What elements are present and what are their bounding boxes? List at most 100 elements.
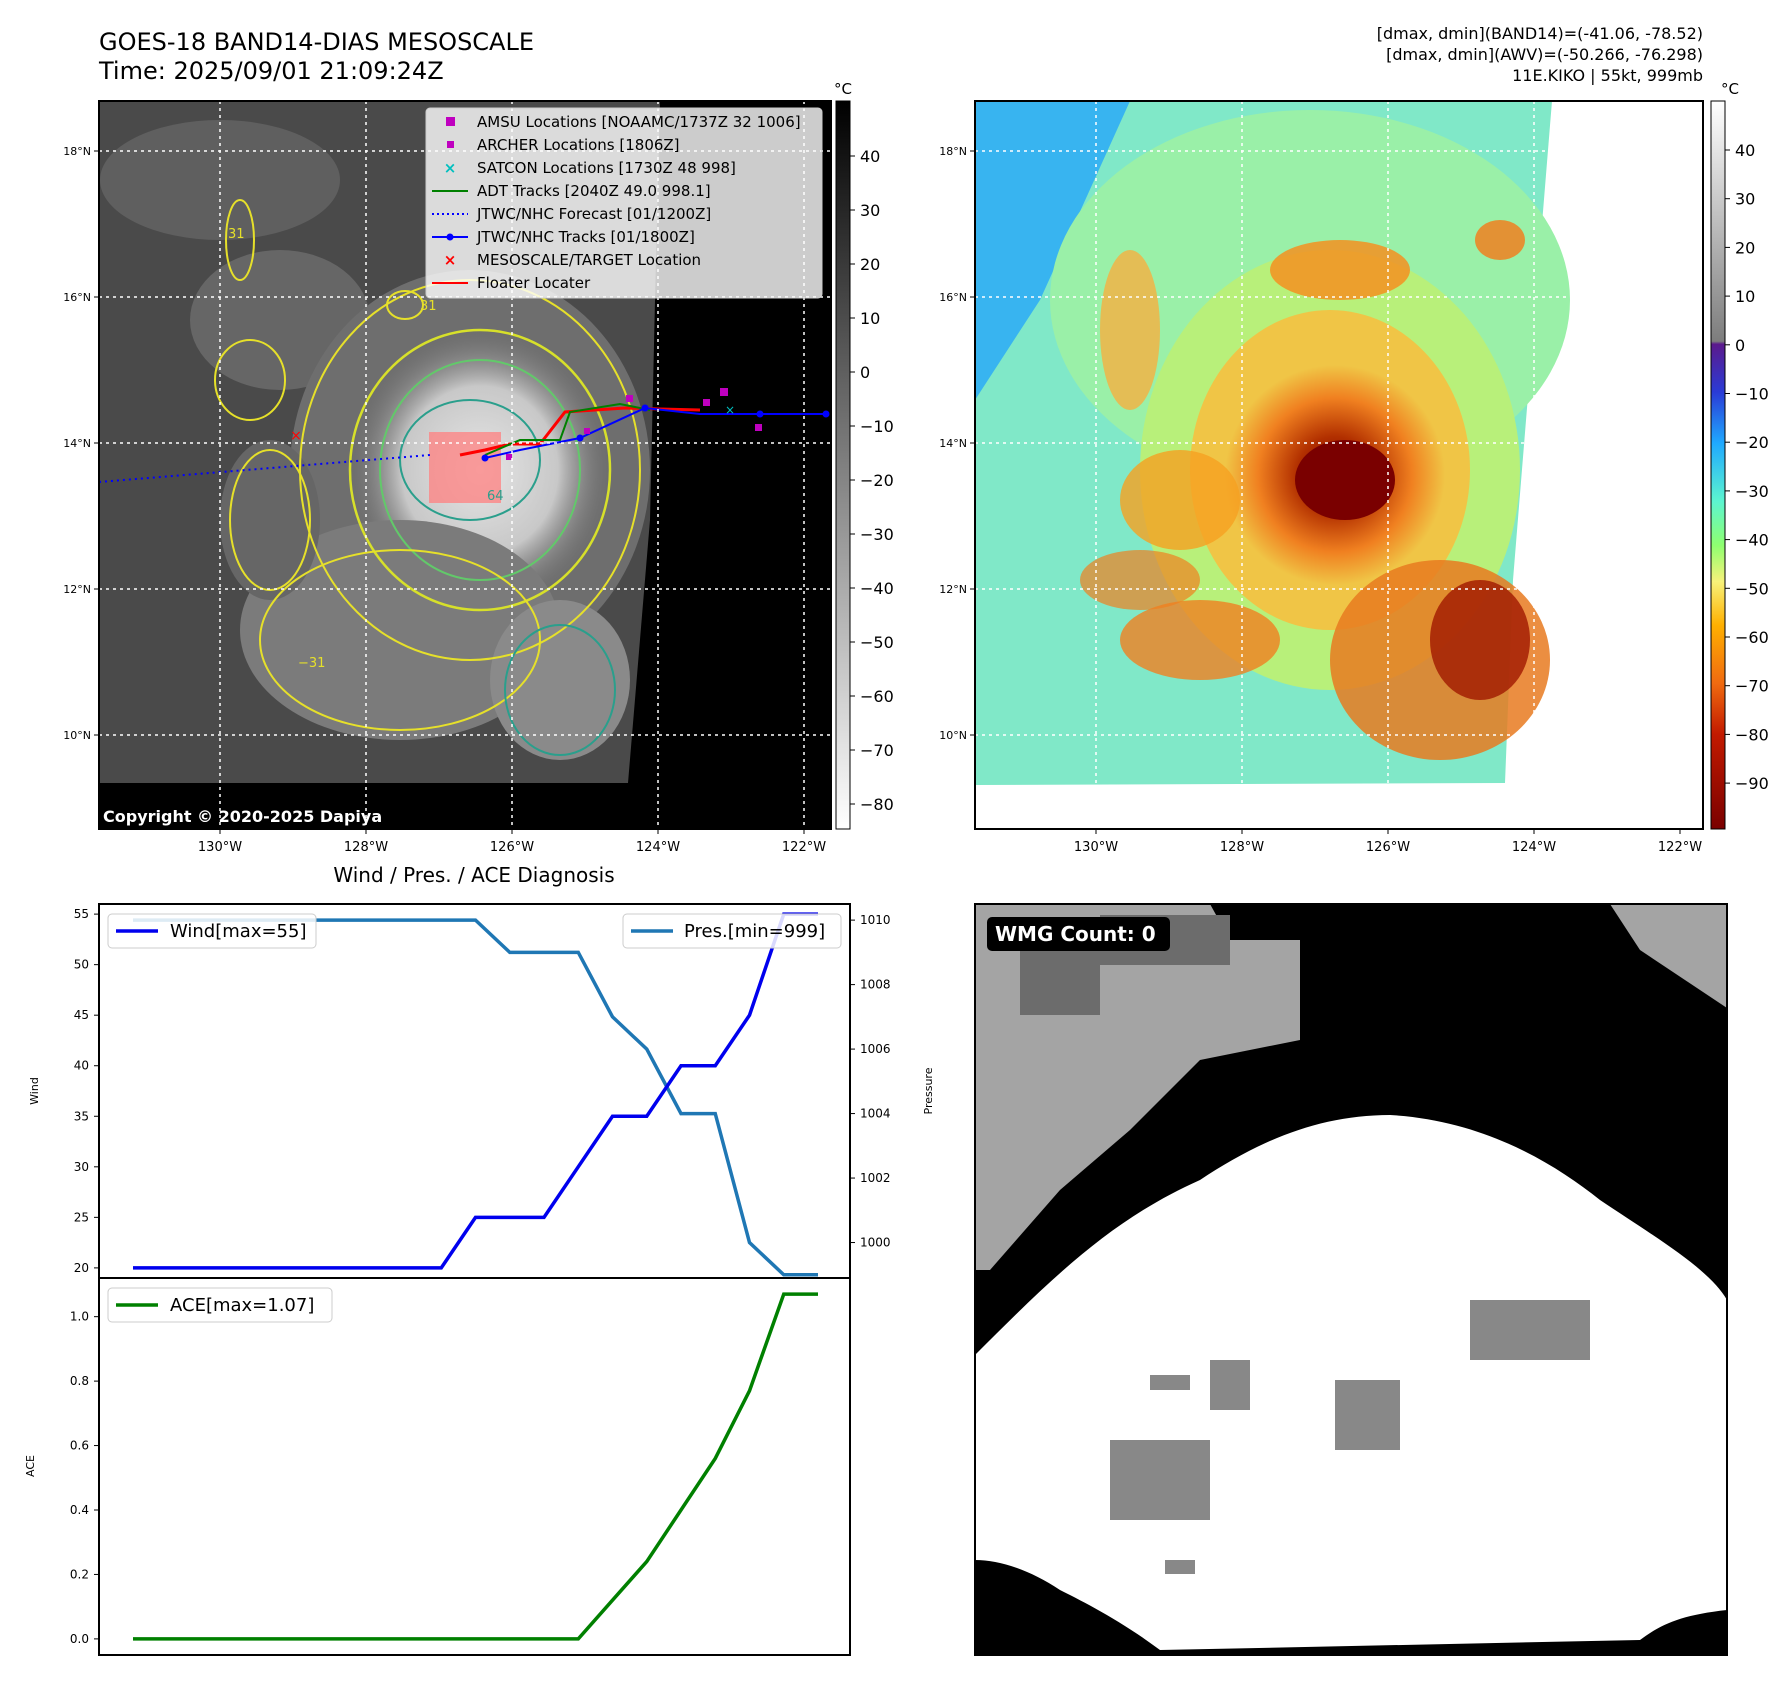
contour-label: −31 [298,656,325,671]
lon-tick-label: 130°W [198,840,242,855]
lat-tick-label: 12°N [63,583,91,596]
wind-y-tick-label: 20 [74,1261,89,1275]
ir-colorbar-tick-label: 30 [860,201,880,220]
info-line3: 11E.KIKO | 55kt, 999mb [1512,66,1703,85]
awv-colorbar-tick-label: 20 [1735,238,1755,257]
pressure-y-tick-label: 1006 [860,1042,891,1056]
svg-text:×: × [725,403,735,417]
wind-y-tick-label: 45 [74,1008,89,1022]
lon-tick-label: 128°W [344,840,388,855]
ir-colorbar-tick-label: −50 [860,633,894,652]
ir-colorbar-tick-label: 0 [860,363,870,382]
awv-colorbar-tick-label: 30 [1735,190,1755,209]
lon-tick-label: 124°W [1512,840,1556,855]
diagnosis-chart-title: Wind / Pres. / ACE Diagnosis [333,863,614,887]
legend-label: AMSU Locations [NOAAMC/1737Z 32 1006] [477,113,801,131]
ir-colorbar-tick-label: −10 [860,417,894,436]
ir-colorbar-tick-label: 10 [860,309,880,328]
wind-axis-label: Wind [28,1077,41,1105]
awv-colorbar: °C 40 30 20 10 0 −10 −20 −30 −40 −50 −60 −70 −80 −90 [1710,80,1769,830]
legend-label: Floater Locater [477,274,591,292]
ace-y-tick-label: 0.4 [70,1503,89,1517]
awv-colorbar-tick-label: 40 [1735,141,1755,160]
ir-colorbar-tick-label: −60 [860,687,894,706]
lat-tick-label: 16°N [939,291,967,304]
lon-tick-label: 122°W [1658,840,1702,855]
pressure-y-tick-label: 1008 [860,978,891,992]
awv-colorbar-tick-label: −80 [1735,725,1769,744]
lon-tick-label: 128°W [1220,840,1264,855]
contour-label: 64 [487,489,504,504]
pressure-y-tick-label: 1010 [860,913,891,927]
ace-y-tick-label: 0.6 [70,1439,89,1453]
awv-colorbar-tick-label: 10 [1735,287,1755,306]
ir-colorbar-tick-label: 20 [860,255,880,274]
awv-panel [974,100,1704,830]
legend-marker: × [444,159,457,177]
contour-label: 31 [228,227,245,242]
pressure-axis-label: Pressure [922,1067,935,1114]
wind-legend-box [107,913,317,949]
contour-label: 31 [420,299,437,314]
lat-tick-label: 10°N [939,729,967,742]
ace-series-line [133,1292,818,1641]
ir-colorbar-tick-label: 40 [860,147,880,166]
lat-tick-label: 12°N [939,583,967,596]
lat-tick-label: 18°N [939,145,967,158]
legend-marker: × [444,251,457,269]
awv-colorbar-tick-label: −60 [1735,628,1769,647]
legend-marker-dot [446,233,454,241]
legend-label: ADT Tracks [2040Z 49.0 998.1] [477,182,711,200]
lat-tick-label: 16°N [63,291,91,304]
wind-legend-label: Wind[max=55] [170,921,307,942]
ir-colorbar-tick-label: −80 [860,795,894,814]
wmg-count-badge: WMG Count: 0 [995,922,1156,946]
ace-y-tick-label: 0.2 [70,1567,89,1581]
lon-tick-label: 126°W [490,840,534,855]
ir-colorbar-unit: °C [834,80,852,98]
ace-axis-label: ACE [24,1455,37,1477]
legend-label: ARCHER Locations [1806Z] [477,136,680,154]
lat-tick-label: 14°N [939,437,967,450]
lon-tick-label: 130°W [1074,840,1118,855]
awv-colorbar-tick-label: −50 [1735,579,1769,598]
awv-colorbar-tick-label: 0 [1735,336,1745,355]
ace-legend-label: ACE[max=1.07] [170,1295,314,1316]
wind-series-line [133,912,818,1270]
pressure-y-tick-label: 1002 [860,1171,891,1185]
ace-y-tick-label: 0.8 [70,1374,89,1388]
ir-colorbar-tick-label: −40 [860,579,894,598]
legend-marker [446,117,455,126]
ace-y-tick-label: 0.0 [70,1632,89,1646]
awv-colorbar-tick-label: −70 [1735,677,1769,696]
wind-y-tick-label: 40 [74,1059,89,1073]
ir-legend: AMSU Locations [NOAAMC/1737Z 32 1006] ARC… [425,107,823,299]
wind-y-tick-label: 25 [74,1210,89,1224]
ace-chart: 0.0 0.2 0.4 0.6 0.8 1.0 ACE[max=1.07] ACE [24,1277,851,1656]
legend-label: JTWC/NHC Forecast [01/1200Z] [476,205,711,223]
lat-tick-label: 10°N [63,729,91,742]
awv-axes-labels: 130°W 128°W 126°W 124°W 122°W 18°N 16°N 14°N 12… [939,145,1702,855]
lat-tick-label: 18°N [63,145,91,158]
lon-tick-label: 126°W [1366,840,1410,855]
legend-label: MESOSCALE/TARGET Location [477,251,701,269]
awv-colorbar-tick-label: −10 [1735,385,1769,404]
wind-pressure-chart: 20 25 30 35 40 45 50 55 1000 1002 1004 1006 1008 1010… [28,903,935,1279]
ir-colorbar-tick-label: −30 [860,525,894,544]
figure-title-line1: GOES-18 BAND14-DIAS MESOSCALE [99,28,534,56]
pressure-legend-label: Pres.[min=999] [684,921,825,942]
wind-y-tick-label: 55 [74,907,89,921]
awv-colorbar-tick-label: −20 [1735,433,1769,452]
ir-colorbar-tick-label: −20 [860,471,894,490]
wind-y-tick-label: 50 [74,958,89,972]
info-line2: [dmax, dmin](AWV)=(-50.266, -76.298) [1386,45,1703,64]
pressure-legend-box [622,913,842,949]
ace-legend-box [107,1287,333,1323]
pressure-y-tick-label: 1004 [860,1107,891,1121]
legend-marker [447,141,454,148]
wmg-panel: WMG Count: 0 [974,903,1728,1656]
ir-axes-labels: 130°W 128°W 126°W 124°W 122°W 18°N 16°N 14°N 12… [63,145,826,855]
legend-label: JTWC/NHC Tracks [01/1800Z] [476,228,695,246]
awv-colorbar-tick-label: −90 [1735,774,1769,793]
copyright-text: Copyright © 2020-2025 Dapiya [103,807,382,826]
